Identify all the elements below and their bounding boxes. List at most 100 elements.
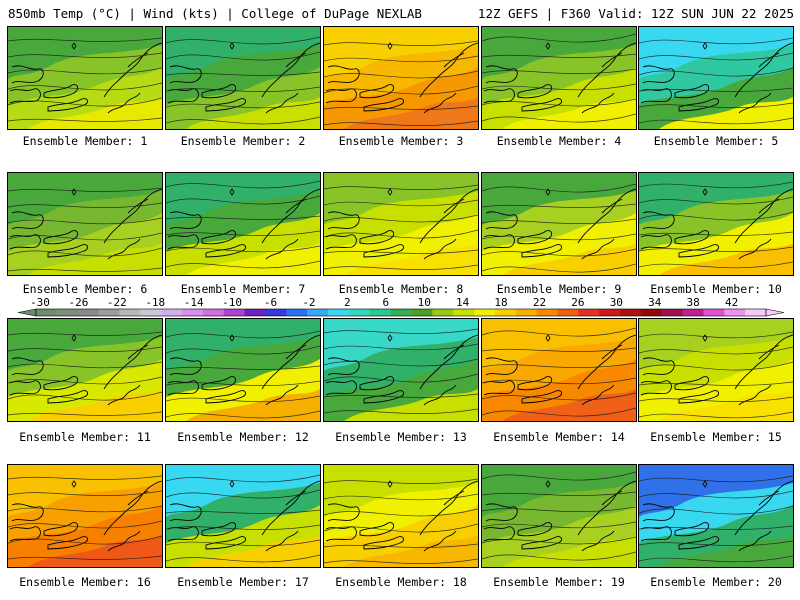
location-marker-icon (702, 188, 708, 196)
colorbar-swatch (599, 309, 621, 316)
temperature-map (8, 27, 162, 129)
hot-region (28, 243, 162, 275)
hot-region (186, 389, 320, 421)
location-marker-icon (387, 334, 393, 342)
ensemble-member-label: Ensemble Member: 18 (335, 575, 467, 589)
cool-region (8, 319, 162, 371)
colorbar-swatch (557, 309, 579, 316)
temperature-map (8, 173, 162, 275)
ensemble-member-label: Ensemble Member: 8 (338, 282, 464, 296)
wind-contours (482, 471, 636, 561)
colorbar-swatch (244, 309, 266, 316)
colorbar-swatch (140, 309, 162, 316)
temperature-map (8, 319, 162, 421)
ensemble-panel-13 (323, 318, 479, 422)
colorbar-tick-label: 34 (648, 296, 662, 309)
coastline-outlines (325, 334, 478, 406)
location-marker-icon (702, 42, 708, 50)
coastline-outlines (167, 188, 320, 260)
coastline-outlines (483, 188, 636, 260)
coastline-outlines (325, 188, 478, 260)
colorbar-swatch (411, 309, 433, 316)
location-marker-icon (545, 42, 551, 50)
ensemble-panel-17 (165, 464, 321, 568)
hot-region (659, 535, 793, 567)
location-marker-icon (387, 188, 393, 196)
cool-region (8, 27, 162, 79)
colorbar-tick-label: 26 (571, 296, 584, 309)
wind-contours (166, 180, 320, 269)
colorbar-swatch (474, 309, 496, 316)
colorbar-swatch (56, 309, 79, 316)
wind-contours (8, 475, 162, 560)
temperature-map (166, 465, 320, 567)
colorbar-swatch (223, 309, 245, 316)
colorbar-tick-label: -10 (222, 296, 242, 309)
colorbar-swatch (369, 309, 391, 316)
colorbar-tick-label: -18 (145, 296, 165, 309)
temperature-map (639, 173, 793, 275)
temperature-map (482, 173, 636, 275)
wind-contours (166, 36, 320, 125)
colorbar-tick-label: 38 (687, 296, 700, 309)
location-marker-icon (229, 480, 235, 488)
colorbar-tick-label: -22 (107, 296, 127, 309)
temperature-map (8, 465, 162, 567)
temperature-map (639, 27, 793, 129)
location-marker-icon (229, 188, 235, 196)
ensemble-panel-20 (638, 464, 794, 568)
ensemble-panel-7 (165, 172, 321, 276)
ensemble-panel-14 (481, 318, 637, 422)
colorbar-swatch (453, 309, 475, 316)
temperature-map (324, 27, 478, 129)
colorbar-tick-label: -26 (68, 296, 88, 309)
coastline-outlines (483, 480, 636, 552)
ensemble-member-label: Ensemble Member: 11 (19, 430, 151, 444)
ensemble-member-label: Ensemble Member: 13 (335, 430, 467, 444)
temperature-map (166, 27, 320, 129)
colorbar-swatch (202, 309, 225, 316)
colorbar-swatch (265, 309, 287, 316)
coastline-outlines (167, 480, 320, 552)
location-marker-icon (702, 480, 708, 488)
hot-region (344, 535, 478, 567)
hot-region (344, 243, 478, 275)
colorbar-tick-label: 6 (382, 296, 389, 309)
location-marker-icon (545, 188, 551, 196)
hot-region (659, 97, 793, 129)
temperature-map (482, 465, 636, 567)
wind-contours (8, 187, 162, 272)
map-title: 850mb Temp (°C) | Wind (kts) | College o… (8, 6, 422, 21)
wind-contours (324, 184, 478, 270)
ensemble-member-label: Ensemble Member: 9 (496, 282, 622, 296)
colorbar-swatch (161, 309, 183, 316)
location-marker-icon (71, 188, 77, 196)
colorbar-right-arrow (765, 308, 784, 317)
colorbar-tick-label: 42 (725, 296, 738, 309)
colorbar-tick-label: -6 (264, 296, 277, 309)
wind-contours (639, 181, 793, 269)
cool-region (639, 27, 793, 79)
location-marker-icon (229, 334, 235, 342)
location-marker-icon (229, 42, 235, 50)
location-marker-icon (545, 480, 551, 488)
ensemble-panel-3 (323, 26, 479, 130)
temperature-map (324, 465, 478, 567)
ensemble-panel-12 (165, 318, 321, 422)
ensemble-member-label: Ensemble Member: 19 (493, 575, 625, 589)
cool-region (324, 173, 478, 225)
ensemble-panel-9 (481, 172, 637, 276)
model-run-valid-time: 12Z GEFS | F360 Valid: 12Z SUN JUN 22 20… (477, 6, 794, 21)
ensemble-member-label: Ensemble Member: 16 (19, 575, 151, 589)
ensemble-member-label: Ensemble Member: 12 (177, 430, 309, 444)
temperature-map (639, 319, 793, 421)
cool-region (482, 173, 636, 225)
colorbar-swatch (703, 309, 725, 316)
colorbar-swatch (182, 309, 204, 316)
wind-contours (639, 37, 793, 125)
colorbar-swatch (640, 309, 663, 316)
temperature-map (166, 173, 320, 275)
colorbar-tick-label: 18 (494, 296, 507, 309)
location-marker-icon (545, 334, 551, 342)
ensemble-panel-4 (481, 26, 637, 130)
